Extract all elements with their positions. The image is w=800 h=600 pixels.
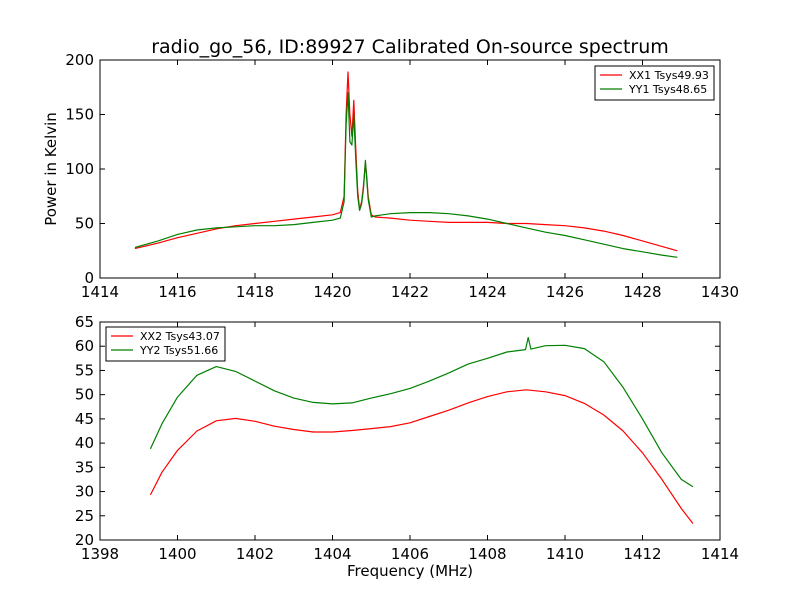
top-x-tick-label: 1420 (313, 283, 351, 301)
top-y-axis: 0 50 100 150 200 (65, 51, 720, 287)
bottom-y-tick-label: 30 (75, 483, 94, 501)
top-x-tick-label: 1422 (391, 283, 429, 301)
bottom-y-tick-label: 20 (75, 531, 94, 549)
top-y-tick-label: 100 (65, 160, 94, 178)
bottom-x-tick-label: 1412 (623, 545, 661, 563)
bottom-series-line-1 (149, 389, 694, 524)
top-subplot: 1414 1416 1418 1420 1422 1424 1426 1428 1430 0 50… (42, 51, 739, 301)
bottom-x-tick-label: 1404 (313, 545, 351, 563)
bottom-series-lines (149, 336, 694, 524)
bottom-subplot: 1398 1400 1402 1404 1406 1408 1410 1412 1414 202… (75, 313, 739, 580)
top-legend-label-2: YY1 Tsys48.65 (628, 83, 707, 96)
top-y-axis-label: Power in Kelvin (42, 112, 60, 226)
bottom-y-axis: 20 25 30 35 40 45 50 55 60 65 (75, 313, 720, 549)
bottom-x-tick-label: 1406 (391, 545, 429, 563)
top-y-tick-label: 150 (65, 106, 94, 124)
bottom-y-tick-label: 45 (75, 410, 94, 428)
bottom-x-tick-label: 1398 (81, 545, 119, 563)
bottom-legend-label-1: XX2 Tsys43.07 (140, 330, 220, 343)
bottom-x-axis: 1398 1400 1402 1404 1406 1408 1410 1412 1414 (81, 322, 739, 563)
bottom-legend-label-2: YY2 Tsys51.66 (139, 344, 218, 357)
top-x-axis: 1414 1416 1418 1420 1422 1424 1426 1428 1430 (81, 60, 739, 301)
top-x-tick-label: 1416 (158, 283, 196, 301)
top-legend-box (594, 65, 715, 101)
top-legend-label-1: XX1 Tsys49.93 (629, 69, 709, 82)
top-x-tick-label: 1424 (468, 283, 506, 301)
bottom-legend-box (105, 326, 226, 362)
chart-title: radio_go_56, ID:89927 Calibrated On-sour… (151, 36, 669, 58)
top-x-tick-label: 1426 (546, 283, 584, 301)
bottom-x-tick-label: 1410 (546, 545, 584, 563)
bottom-y-tick-label: 25 (75, 507, 94, 525)
bottom-x-axis-label: Frequency (MHz) (347, 562, 473, 580)
bottom-y-tick-label: 35 (75, 458, 94, 476)
bottom-x-tick-label: 1402 (236, 545, 274, 563)
top-x-tick-label: 1418 (236, 283, 274, 301)
bottom-series-line-2 (149, 336, 694, 488)
top-y-tick-label: 0 (84, 269, 94, 287)
bottom-y-tick-label: 55 (75, 361, 94, 379)
bottom-y-tick-label: 50 (75, 386, 94, 404)
top-x-tick-label: 1414 (81, 283, 119, 301)
top-x-tick-label: 1430 (701, 283, 739, 301)
bottom-x-tick-label: 1400 (158, 545, 196, 563)
bottom-y-tick-label: 40 (75, 434, 94, 452)
bottom-y-tick-label: 65 (75, 313, 94, 331)
bottom-y-tick-label: 60 (75, 337, 94, 355)
bottom-x-tick-label: 1414 (701, 545, 739, 563)
top-y-tick-label: 50 (75, 215, 94, 233)
top-y-tick-label: 200 (65, 51, 94, 69)
top-series-line-2 (134, 92, 678, 258)
bottom-x-tick-label: 1408 (468, 545, 506, 563)
top-x-tick-label: 1428 (623, 283, 661, 301)
top-series-lines (134, 71, 678, 258)
